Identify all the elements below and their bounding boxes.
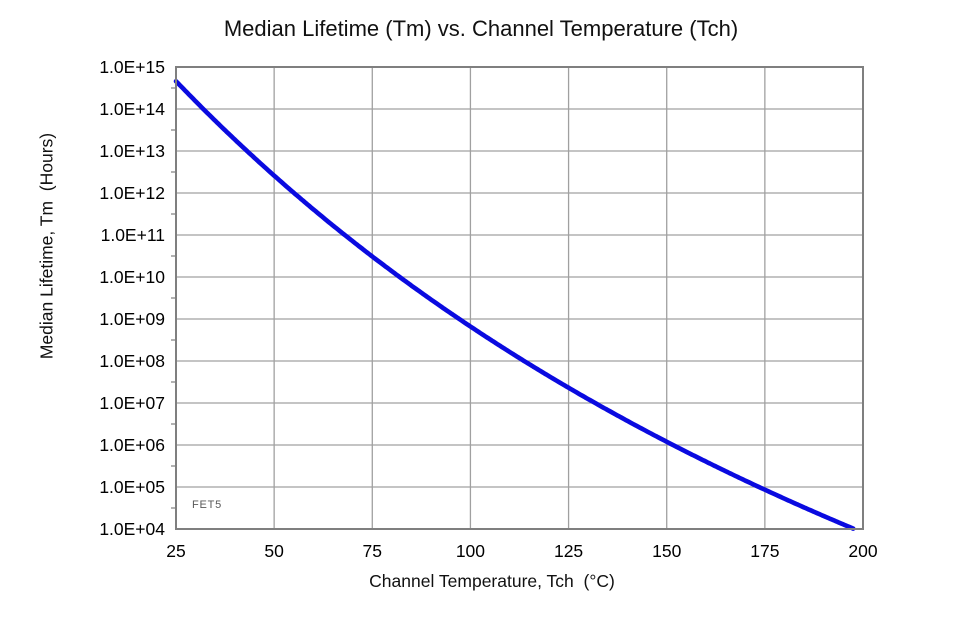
y-tick-label: 1.0E+13 bbox=[99, 141, 165, 161]
x-tick-label: 75 bbox=[363, 541, 382, 561]
y-tick-label: 1.0E+15 bbox=[99, 57, 165, 77]
x-tick-label: 125 bbox=[554, 541, 583, 561]
y-tick-label: 1.0E+08 bbox=[99, 351, 165, 371]
x-tick-label: 175 bbox=[750, 541, 779, 561]
y-tick-label: 1.0E+14 bbox=[99, 99, 165, 119]
y-tick-label: 1.0E+07 bbox=[99, 393, 165, 413]
y-tick-label: 1.0E+11 bbox=[101, 225, 165, 245]
y-tick-label: 1.0E+10 bbox=[99, 267, 165, 287]
series-label-fet5: FET5 bbox=[192, 499, 223, 511]
x-tick-label: 150 bbox=[652, 541, 681, 561]
y-tick-label: 1.0E+04 bbox=[99, 519, 165, 539]
x-tick-label: 100 bbox=[456, 541, 485, 561]
y-tick-label: 1.0E+12 bbox=[99, 183, 165, 203]
x-tick-label: 200 bbox=[848, 541, 877, 561]
x-axis-title: Channel Temperature, Tch (°C) bbox=[369, 571, 615, 591]
x-tick-label: 25 bbox=[166, 541, 185, 561]
lifetime-curve bbox=[173, 78, 856, 531]
y-tick-label: 1.0E+09 bbox=[99, 309, 165, 329]
x-tick-label: 50 bbox=[264, 541, 284, 561]
y-tick-label: 1.0E+05 bbox=[99, 477, 165, 497]
plot-border bbox=[175, 66, 864, 530]
y-tick-label: 1.0E+06 bbox=[99, 435, 165, 455]
chart-title: Median Lifetime (Tm) vs. Channel Tempera… bbox=[223, 16, 739, 41]
